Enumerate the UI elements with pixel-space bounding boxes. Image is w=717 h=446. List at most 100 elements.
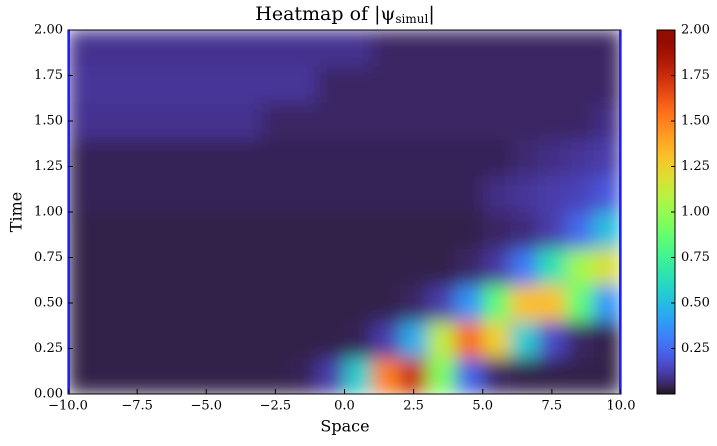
heat-cell [538, 284, 567, 322]
heat-cell [510, 212, 539, 249]
heat-cell [178, 102, 207, 140]
heat-cell [178, 321, 207, 359]
heat-cell [95, 175, 124, 213]
heat-cell [455, 248, 484, 286]
heat-cell [427, 175, 456, 213]
heat-cell [399, 357, 428, 394]
x-tick-label: 0.0 [334, 399, 355, 414]
heat-cell [261, 321, 290, 359]
heat-cell [372, 248, 401, 286]
heat-cell [565, 102, 594, 140]
heat-cell [123, 212, 152, 249]
heat-cell [510, 321, 539, 359]
colorbar-tick-label: 1.00 [681, 205, 710, 220]
heat-cell [593, 357, 621, 394]
heat-cell [344, 66, 373, 104]
y-axis-label: Time [7, 192, 26, 232]
heat-cell [593, 102, 621, 140]
heat-cell [593, 175, 621, 213]
heat-cell [455, 284, 484, 322]
heat-cell [372, 102, 401, 140]
heat-cell [372, 357, 401, 394]
heat-cell [261, 212, 290, 249]
heat-cell [233, 248, 263, 286]
heat-cell [510, 66, 539, 104]
heat-cell [399, 102, 428, 140]
heat-cell [372, 139, 401, 177]
heat-cell [399, 66, 428, 104]
heat-cell [538, 30, 567, 67]
heat-cell [206, 102, 235, 140]
heat-cell [565, 212, 594, 249]
heat-cell [316, 212, 345, 249]
heat-cell [427, 139, 456, 177]
heat-cell [150, 357, 180, 394]
heat-cell [344, 30, 373, 67]
heat-cell [316, 175, 345, 213]
heat-cell [565, 357, 594, 394]
heat-cell [455, 66, 484, 104]
x-tick-label: 7.5 [542, 399, 563, 414]
heat-cell [427, 66, 456, 104]
heat-cell [123, 248, 152, 286]
heat-cell [178, 284, 207, 322]
heat-cell [150, 175, 180, 213]
heat-cell [95, 30, 124, 67]
title-subscript: simul [395, 12, 428, 26]
heat-cell [427, 30, 456, 67]
heat-cell [289, 66, 318, 104]
heat-cell [178, 175, 207, 213]
heat-cell [482, 248, 511, 286]
heat-cell [316, 357, 345, 394]
heat-cell [455, 30, 484, 67]
heat-cell [510, 175, 539, 213]
heat-cell [289, 284, 318, 322]
heat-cell [289, 175, 318, 213]
y-tick-label: 1.00 [34, 205, 63, 220]
heat-cell [372, 66, 401, 104]
heat-cell [178, 139, 207, 177]
x-tick-label: 10.0 [607, 399, 636, 414]
heat-cell [206, 139, 235, 177]
heat-cell [178, 248, 207, 286]
heat-cell [455, 212, 484, 249]
heat-cell [261, 66, 290, 104]
y-tick-label: 2.00 [34, 23, 63, 38]
heat-cell [565, 139, 594, 177]
heat-cell [123, 175, 152, 213]
colorbar-tick-label: 1.50 [681, 114, 710, 129]
heat-cell [593, 321, 621, 359]
heat-cell [95, 284, 124, 322]
heat-cell [427, 212, 456, 249]
heat-cell [593, 30, 621, 67]
heat-cell [68, 248, 97, 286]
heat-cell [482, 175, 511, 213]
heat-cell [316, 321, 345, 359]
colorbar-tick-label: 0.75 [681, 250, 710, 265]
heat-cell [316, 30, 345, 67]
heat-cell [68, 321, 97, 359]
heat-cell [399, 212, 428, 249]
heat-cell [399, 30, 428, 67]
x-tick-label: −7.5 [121, 399, 153, 414]
title-main: Heatmap of |ψ [255, 3, 395, 25]
y-tick-label: 0.50 [34, 296, 63, 311]
heat-cell [565, 30, 594, 67]
heat-cell [150, 284, 180, 322]
heat-cell [344, 321, 373, 359]
heat-cell [510, 139, 539, 177]
heat-cell [261, 357, 290, 394]
heat-cell [178, 357, 207, 394]
colorbar-tick-label: 0.25 [681, 341, 710, 356]
heat-cell [178, 66, 207, 104]
heat-cell [123, 284, 152, 322]
heat-cell [316, 102, 345, 140]
y-tick-label: 0.25 [34, 341, 63, 356]
heat-cell [316, 139, 345, 177]
heat-cell [150, 66, 180, 104]
heat-cell [233, 175, 263, 213]
heat-cell [206, 175, 235, 213]
heat-cell [233, 102, 263, 140]
heat-cell [123, 357, 152, 394]
